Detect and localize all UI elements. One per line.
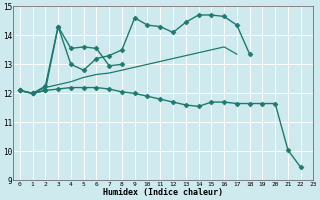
X-axis label: Humidex (Indice chaleur): Humidex (Indice chaleur) — [103, 188, 223, 197]
